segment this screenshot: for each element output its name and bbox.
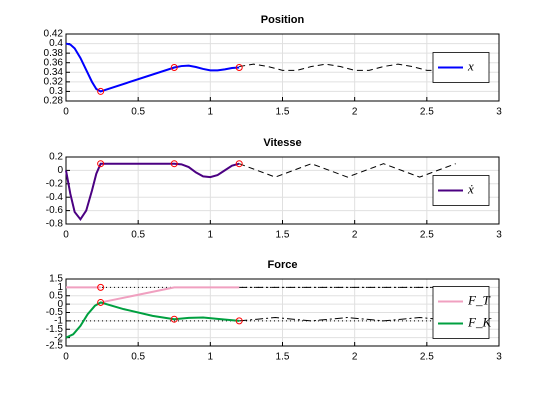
chart-title: Vitesse bbox=[263, 137, 301, 149]
marker bbox=[170, 64, 178, 71]
x-tick-label: 1.5 bbox=[276, 107, 290, 118]
y-tick-label: -0.6 bbox=[46, 205, 64, 216]
line-series bbox=[66, 286, 240, 304]
x-tick-label: 1 bbox=[208, 107, 214, 118]
marker bbox=[97, 283, 105, 291]
y-tick-label: 0.3 bbox=[49, 86, 63, 97]
y-tick-label: -0.4 bbox=[46, 192, 64, 203]
line-series bbox=[65, 162, 240, 222]
x-tick-label: 2.5 bbox=[420, 230, 434, 241]
legend-label: ẋ bbox=[467, 181, 474, 196]
x-tick-label: 2 bbox=[352, 230, 358, 241]
y-tick-label: -1.5 bbox=[46, 324, 64, 335]
marker bbox=[235, 64, 243, 71]
y-tick-label: 0.5 bbox=[49, 290, 63, 301]
marker bbox=[170, 160, 178, 168]
x-tick-label: 1.5 bbox=[276, 230, 290, 241]
legend-label: F_K bbox=[467, 314, 492, 329]
marker bbox=[97, 160, 105, 168]
y-tick-label: -0.8 bbox=[46, 219, 64, 230]
y-tick-label: 0 bbox=[57, 299, 63, 310]
y-tick-label: 0.36 bbox=[44, 57, 64, 68]
legend-label: F_T bbox=[467, 292, 490, 307]
chart-title: Force bbox=[268, 259, 298, 271]
x-tick-label: 2.5 bbox=[420, 107, 434, 118]
y-tick-label: 0.32 bbox=[44, 76, 64, 87]
line-series bbox=[65, 301, 240, 339]
chart-title: Position bbox=[261, 14, 305, 26]
x-tick-label: 3 bbox=[496, 230, 502, 241]
y-tick-label: -0.2 bbox=[46, 178, 64, 189]
x-tick-label: 1 bbox=[208, 230, 214, 241]
y-tick-label: 0.42 bbox=[44, 29, 64, 40]
y-tick-label: -0.5 bbox=[46, 307, 64, 318]
x-tick-label: 0 bbox=[63, 107, 69, 118]
axes-frame bbox=[65, 33, 500, 102]
y-tick-label: 0.38 bbox=[44, 48, 64, 59]
marker bbox=[97, 298, 105, 306]
x-tick-label: 1 bbox=[208, 352, 214, 363]
x-tick-label: 3 bbox=[496, 107, 502, 118]
x-tick-label: 2 bbox=[352, 107, 358, 118]
marker bbox=[235, 160, 243, 168]
y-tick-label: 0.4 bbox=[49, 38, 63, 49]
legend-label: x bbox=[467, 58, 474, 73]
x-tick-label: 0.5 bbox=[131, 107, 145, 118]
y-tick-label: -1 bbox=[54, 316, 63, 327]
x-tick-label: 1.5 bbox=[276, 352, 290, 363]
x-tick-label: 0 bbox=[63, 230, 69, 241]
marker bbox=[170, 315, 178, 323]
axes-frame bbox=[65, 278, 500, 347]
marker bbox=[97, 87, 105, 95]
line-series bbox=[239, 317, 456, 322]
y-tick-label: 1.5 bbox=[49, 274, 63, 285]
axes-frame bbox=[65, 156, 500, 225]
y-tick-label: 0.2 bbox=[49, 152, 63, 163]
x-tick-label: 2 bbox=[352, 352, 358, 363]
marker bbox=[235, 317, 243, 325]
x-tick-label: 3 bbox=[496, 352, 502, 363]
x-tick-label: 0.5 bbox=[131, 230, 145, 241]
x-tick-label: 0 bbox=[63, 352, 69, 363]
legend-box bbox=[432, 286, 490, 339]
y-tick-label: -2 bbox=[54, 332, 63, 343]
y-tick-label: 0 bbox=[57, 165, 63, 176]
y-tick-label: -2.5 bbox=[46, 341, 64, 352]
y-tick-label: 1 bbox=[57, 282, 63, 293]
x-tick-label: 2.5 bbox=[420, 352, 434, 363]
x-tick-label: 0.5 bbox=[131, 352, 145, 363]
line-series bbox=[239, 63, 456, 71]
y-tick-label: 0.28 bbox=[44, 96, 64, 107]
line-series bbox=[239, 163, 456, 178]
y-tick-label: 0.34 bbox=[44, 67, 64, 78]
line-series bbox=[65, 42, 240, 93]
